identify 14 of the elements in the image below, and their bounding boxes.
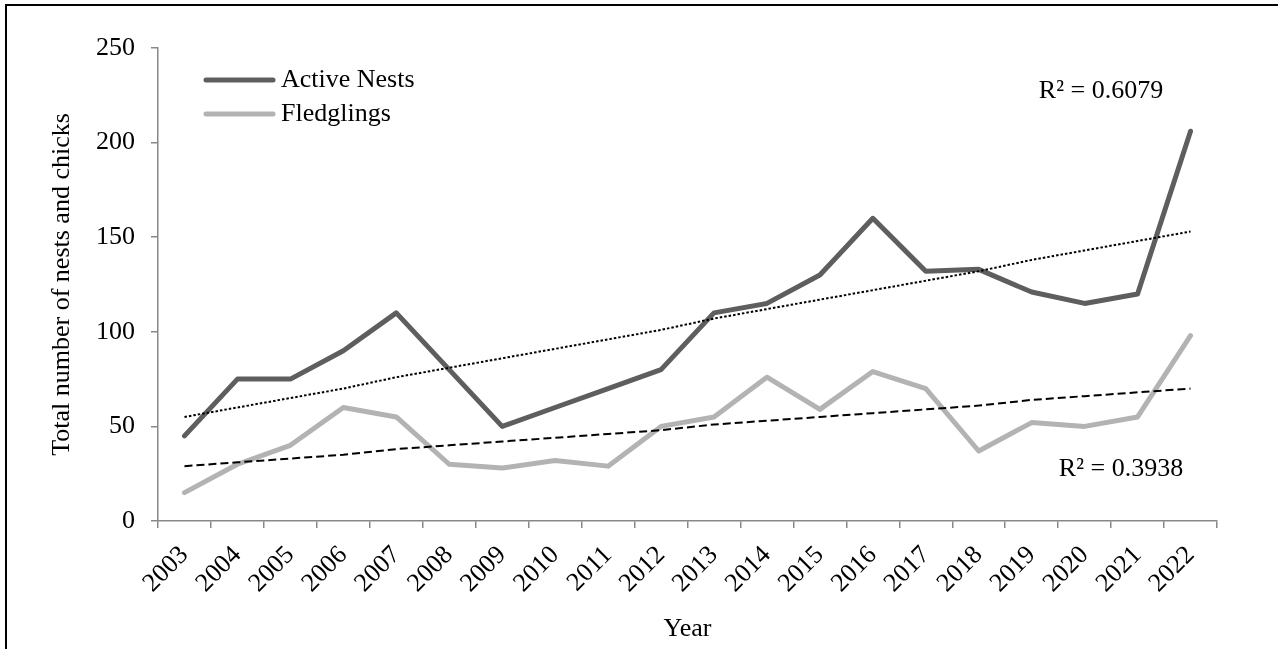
y-tick-label: 250 [96, 31, 135, 61]
y-tick-label: 100 [96, 315, 135, 345]
annotation: R² = 0.3938 [1058, 452, 1184, 482]
y-tick-label: 150 [96, 221, 135, 251]
y-tick-label: 0 [122, 504, 135, 534]
x-axis-title: Year [663, 613, 712, 643]
legend-label: Fledglings [281, 97, 391, 127]
line-series [183, 230, 1192, 418]
y-tick-label: 50 [109, 410, 135, 440]
legend-label: Active Nests [281, 63, 415, 93]
y-axis-title: Total number of nests and chicks [46, 113, 76, 456]
annotation: R² = 0.6079 [1038, 74, 1164, 104]
y-tick-label: 200 [96, 126, 135, 156]
x-tick-label: 2011 [560, 539, 618, 597]
